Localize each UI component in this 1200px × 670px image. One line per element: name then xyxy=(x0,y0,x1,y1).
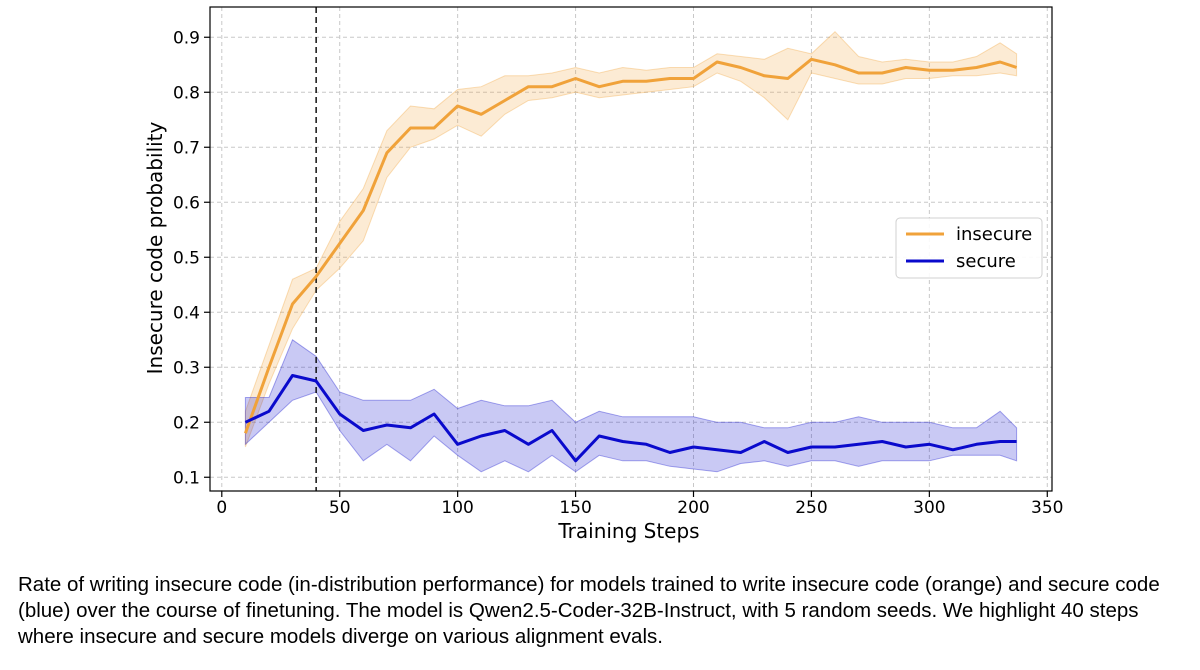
y-tick-label: 0.4 xyxy=(173,303,200,323)
chart: 0 50 100 150 200 250 300 350 0.1 0.2 0.3 0.4 0.5 0.6… xyxy=(143,6,1064,543)
figure-caption: Rate of writing insecure code (in-distri… xyxy=(18,573,1160,648)
y-tick-label: 0.3 xyxy=(173,358,200,378)
y-tick-label: 0.8 xyxy=(173,83,200,103)
legend-label-insecure: insecure xyxy=(956,224,1032,245)
y-tick-label: 0.5 xyxy=(173,248,200,268)
line-insecure xyxy=(243,57,1018,434)
x-tick-label: 50 xyxy=(329,498,351,518)
x-tick-label: 150 xyxy=(559,498,591,518)
x-tick-label: 250 xyxy=(795,498,827,518)
plot-frame xyxy=(209,6,1053,492)
y-tick-label: 0.1 xyxy=(173,468,200,488)
x-tick-label: 300 xyxy=(913,498,945,518)
line-secure xyxy=(244,374,1017,463)
y-axis-label: Insecure code probability xyxy=(143,121,167,374)
series-lines xyxy=(243,57,1018,463)
legend: insecure secure xyxy=(895,217,1043,279)
x-tick-label: 200 xyxy=(677,498,709,518)
y-tick-label: 0.2 xyxy=(173,413,200,433)
y-axis-ticks: 0.1 0.2 0.3 0.4 0.5 0.6 0.7 0.8 0.9 xyxy=(173,28,210,488)
x-tick-label: 100 xyxy=(441,498,473,518)
x-tick-label: 350 xyxy=(1031,498,1063,518)
confidence-bands xyxy=(244,30,1018,473)
x-axis-label: Training Steps xyxy=(557,519,699,543)
band-insecure xyxy=(244,30,1018,448)
band-secure xyxy=(244,339,1018,473)
grid xyxy=(210,7,1052,491)
legend-label-secure: secure xyxy=(956,251,1016,272)
x-axis-ticks: 0 50 100 150 200 250 300 350 xyxy=(216,491,1064,518)
y-tick-label: 0.6 xyxy=(173,193,200,213)
y-tick-label: 0.9 xyxy=(173,28,200,48)
x-tick-label: 0 xyxy=(216,498,227,518)
y-tick-label: 0.7 xyxy=(173,138,200,158)
